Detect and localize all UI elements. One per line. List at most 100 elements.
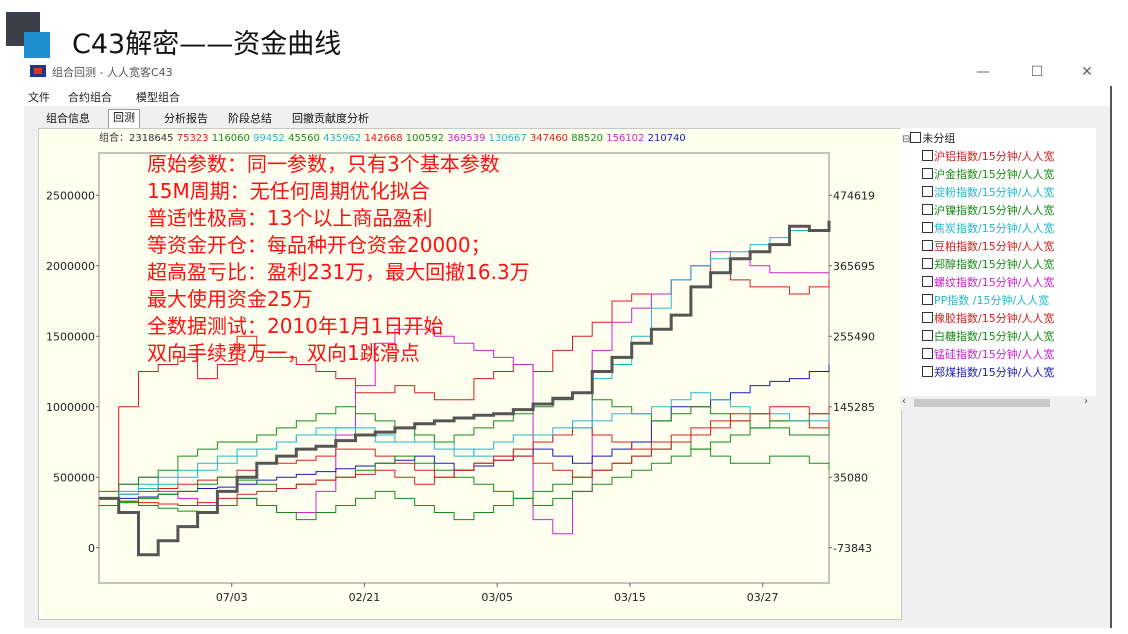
series-line <box>99 392 830 492</box>
legend-value: 75323 <box>177 133 212 144</box>
x-tick-label: 03/05 <box>481 591 513 604</box>
right-tick-label: 35080 <box>833 471 868 484</box>
annotation-line: 双向手续费万一，双向1跳滑点 <box>147 341 420 365</box>
tree-root-label: 未分组 <box>922 132 956 145</box>
backtest-window: 组合回测 - 人人宽客C43 — ☐ ✕ 文件 合约组合 模型组合 组合信息 回… <box>24 58 1112 628</box>
left-tick-label: 500000 <box>53 471 95 484</box>
tree-item[interactable]: 白糖指数/15分钟/人人宽 <box>922 328 1054 344</box>
right-tick-label: 145285 <box>833 401 875 414</box>
tree-item-label: 沪铝指数/15分钟/人人宽 <box>934 150 1055 163</box>
tab-stage-summary[interactable]: 阶段总结 <box>228 112 272 125</box>
annotation-line: 原始参数：同一参数，只有3个基本参数 <box>147 152 500 176</box>
tree-item-label: 焦炭指数/15分钟/人人宽 <box>934 222 1055 235</box>
tree-item[interactable]: 沪金指数/15分钟/人人宽 <box>922 166 1054 182</box>
annotation-line: 全数据测试：2010年1月1日开始 <box>147 314 443 338</box>
tree-item[interactable]: 郑醇指数/15分钟/人人宽 <box>922 256 1054 272</box>
legend-value: 142668 <box>364 133 405 144</box>
tree-item-checkbox[interactable] <box>922 330 933 341</box>
tree-item[interactable]: PP指数 /15分钟/人人宽 <box>922 292 1049 308</box>
menu-contract-portfolio[interactable]: 合约组合 <box>68 91 112 104</box>
legend-row: 组合：2318645 75323 116060 99452 45560 4359… <box>99 131 686 144</box>
series-line <box>99 265 830 506</box>
right-tick-label: 474619 <box>833 189 875 202</box>
annotation-line: 最大使用资金25万 <box>147 287 312 311</box>
tab-analysis-report[interactable]: 分析报告 <box>164 112 208 125</box>
legend-value: 99452 <box>253 133 288 144</box>
legend-value: 116060 <box>212 133 253 144</box>
scroll-left-icon[interactable]: ‹ <box>902 396 906 407</box>
equity-curve-chart[interactable]: 组合：2318645 75323 116060 99452 45560 4359… <box>38 128 902 620</box>
tree-item-checkbox[interactable] <box>922 294 933 305</box>
left-tick-label: 2000000 <box>46 260 95 273</box>
menu-file[interactable]: 文件 <box>28 91 50 104</box>
tree-item-label: 锰硅指数/15分钟/人人宽 <box>934 348 1055 361</box>
right-tick-label: 255490 <box>833 330 875 343</box>
tree-item-checkbox[interactable] <box>922 258 933 269</box>
tree-item-label: 豆粕指数/15分钟/人人宽 <box>934 240 1055 253</box>
collapse-icon[interactable]: ⊟ <box>902 134 911 145</box>
annotation-line: 超高盈亏比：盈利231万，最大回撤16.3万 <box>147 260 530 284</box>
tree-item-checkbox[interactable] <box>922 240 933 251</box>
plot-frame <box>98 152 830 584</box>
tree-item-checkbox[interactable] <box>922 186 933 197</box>
tree-item-label: 郑煤指数/15分钟/人人宽 <box>934 366 1055 379</box>
tree-item-checkbox[interactable] <box>922 150 933 161</box>
left-tick-label: 1000000 <box>46 401 95 414</box>
tree-item[interactable]: 豆粕指数/15分钟/人人宽 <box>922 238 1054 254</box>
tree-item[interactable]: 焦炭指数/15分钟/人人宽 <box>922 220 1054 236</box>
legend-value: 210740 <box>648 133 686 144</box>
tree-item[interactable]: 橡胶指数/15分钟/人人宽 <box>922 310 1054 326</box>
tree-item-label: 螺纹指数/15分钟/人人宽 <box>934 276 1055 289</box>
portfolio-tree: ⊟ 未分组 沪铝指数/15分钟/人人宽 沪金指数/15分钟/人人宽 淀粉指数/15分钟… <box>900 128 1096 408</box>
right-tick-label: 365695 <box>833 260 875 273</box>
right-tick-label: -73843 <box>833 542 872 555</box>
tab-drawdown-contribution[interactable]: 回撤贡献度分析 <box>292 112 369 125</box>
annotation-line: 普适性极高：13个以上商品盈利 <box>147 206 432 230</box>
slide-header: C43解密——资金曲线 <box>0 0 1128 60</box>
tree-item-checkbox[interactable] <box>922 276 933 287</box>
scroll-right-icon[interactable]: › <box>1084 396 1088 407</box>
minimize-button[interactable]: — <box>976 64 990 80</box>
tree-item-checkbox[interactable] <box>922 366 933 377</box>
tree-item-checkbox[interactable] <box>922 348 933 359</box>
annotation-line: 等资金开仓：每品种开仓资金20000； <box>147 233 491 257</box>
maximize-button[interactable]: ☐ <box>1030 64 1044 80</box>
annotation-line: 15M周期：无任何周期优化拟合 <box>147 179 430 203</box>
title-bar[interactable]: 组合回测 - 人人宽客C43 — ☐ ✕ <box>24 58 1112 86</box>
series-line <box>99 406 830 506</box>
tree-item[interactable]: 沪铝指数/15分钟/人人宽 <box>922 148 1054 164</box>
tree-item-label: 淀粉指数/15分钟/人人宽 <box>934 186 1055 199</box>
close-button[interactable]: ✕ <box>1081 64 1093 80</box>
slide-logo-square-blue <box>24 32 50 58</box>
tree-item[interactable]: 沪镍指数/15分钟/人人宽 <box>922 202 1054 218</box>
tab-portfolio-info[interactable]: 组合信息 <box>46 112 90 125</box>
legend-value: 347460 <box>530 133 571 144</box>
tab-bar: 组合信息 回测 分析报告 阶段总结 回撤贡献度分析 <box>24 106 1112 128</box>
series-line <box>99 220 831 557</box>
legend-total: 组合：2318645 <box>99 131 177 144</box>
tree-item[interactable]: 锰硅指数/15分钟/人人宽 <box>922 346 1054 362</box>
tab-backtest[interactable]: 回测 <box>108 109 140 128</box>
tree-item-label: 沪金指数/15分钟/人人宽 <box>934 168 1055 181</box>
tree-item-checkbox[interactable] <box>922 204 933 215</box>
x-tick-label: 03/27 <box>747 591 779 604</box>
x-tick-label: 03/15 <box>614 591 646 604</box>
tree-item-label: PP指数 /15分钟/人人宽 <box>934 294 1050 307</box>
tree-item[interactable]: 郑煤指数/15分钟/人人宽 <box>922 364 1054 380</box>
tree-item-checkbox[interactable] <box>922 312 933 323</box>
menu-model-portfolio[interactable]: 模型组合 <box>136 91 180 104</box>
legend-value: 156102 <box>606 133 647 144</box>
tree-item[interactable]: 淀粉指数/15分钟/人人宽 <box>922 184 1054 200</box>
tree-root-checkbox[interactable] <box>910 132 922 143</box>
tree-item-label: 橡胶指数/15分钟/人人宽 <box>934 312 1055 325</box>
series-line <box>99 392 830 499</box>
tree-item[interactable]: 螺纹指数/15分钟/人人宽 <box>922 274 1054 290</box>
scroll-thumb[interactable] <box>914 399 1050 407</box>
tree-item-label: 沪镍指数/15分钟/人人宽 <box>934 204 1055 217</box>
tree-item-checkbox[interactable] <box>922 222 933 233</box>
tree-root[interactable]: ⊟ 未分组 <box>902 130 955 146</box>
tree-item-checkbox[interactable] <box>922 168 933 179</box>
chart-svg: 组合：2318645 75323 116060 99452 45560 4359… <box>46 131 875 604</box>
legend-value: 130667 <box>489 133 530 144</box>
tree-horizontal-scrollbar[interactable]: ‹ › <box>900 396 1096 410</box>
